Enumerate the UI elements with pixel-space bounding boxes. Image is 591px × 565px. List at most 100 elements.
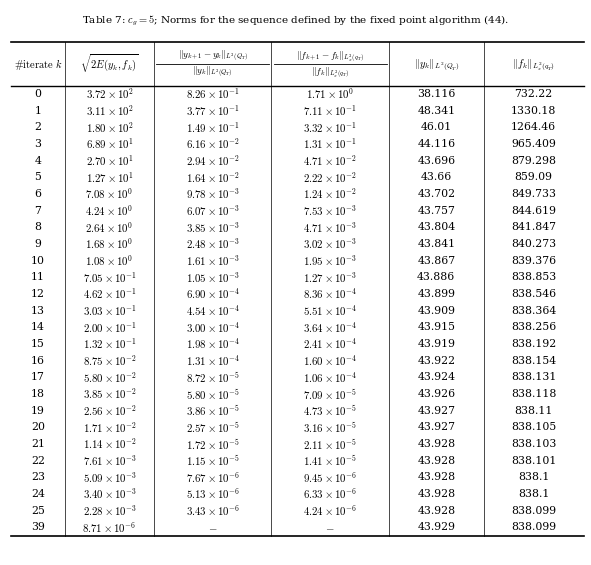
Text: 838.105: 838.105	[511, 423, 556, 432]
Text: 17: 17	[31, 372, 45, 383]
Text: 43.841: 43.841	[417, 239, 455, 249]
Text: $3.32 \times 10^{-1}$: $3.32 \times 10^{-1}$	[303, 120, 357, 134]
Text: $2.70 \times 10^1$: $2.70 \times 10^1$	[86, 154, 134, 168]
Text: 43.919: 43.919	[417, 339, 455, 349]
Text: 43.928: 43.928	[417, 472, 455, 483]
Text: $7.53 \times 10^{-3}$: $7.53 \times 10^{-3}$	[303, 203, 357, 218]
Text: $1.08 \times 10^0$: $1.08 \times 10^0$	[86, 254, 134, 268]
Text: $\|y_k\|_{L^2(Q_T)}$: $\|y_k\|_{L^2(Q_T)}$	[193, 64, 233, 80]
Text: 43.867: 43.867	[417, 256, 455, 266]
Text: $1.64 \times 10^{-2}$: $1.64 \times 10^{-2}$	[186, 170, 240, 185]
Text: $1.61 \times 10^{-3}$: $1.61 \times 10^{-3}$	[186, 254, 240, 268]
Text: 38.116: 38.116	[417, 89, 456, 99]
Text: 3: 3	[34, 139, 41, 149]
Text: 23: 23	[31, 472, 45, 483]
Text: 18: 18	[31, 389, 45, 399]
Text: 21: 21	[31, 439, 45, 449]
Text: 43.696: 43.696	[417, 156, 455, 166]
Text: $7.05 \times 10^{-1}$: $7.05 \times 10^{-1}$	[83, 270, 137, 285]
Text: 838.546: 838.546	[511, 289, 556, 299]
Text: 838.11: 838.11	[515, 406, 553, 416]
Text: $3.43 \times 10^{-6}$: $3.43 \times 10^{-6}$	[186, 503, 240, 518]
Text: $3.64 \times 10^{-4}$: $3.64 \times 10^{-4}$	[303, 320, 358, 334]
Text: 43.926: 43.926	[417, 389, 455, 399]
Text: $1.72 \times 10^{-5}$: $1.72 \times 10^{-5}$	[186, 437, 240, 451]
Text: 20: 20	[31, 423, 45, 432]
Text: $1.41 \times 10^{-5}$: $1.41 \times 10^{-5}$	[303, 453, 357, 468]
Text: 7: 7	[34, 206, 41, 216]
Text: $5.51 \times 10^{-4}$: $5.51 \times 10^{-4}$	[303, 303, 358, 318]
Text: $1.15 \times 10^{-5}$: $1.15 \times 10^{-5}$	[186, 453, 240, 468]
Text: $3.03 \times 10^{-1}$: $3.03 \times 10^{-1}$	[83, 303, 137, 318]
Text: $1.49 \times 10^{-1}$: $1.49 \times 10^{-1}$	[186, 120, 240, 134]
Text: 5: 5	[34, 172, 41, 182]
Text: $4.62 \times 10^{-1}$: $4.62 \times 10^{-1}$	[83, 287, 137, 301]
Text: 2: 2	[34, 123, 41, 132]
Text: $\|f_k\|_{L^2_x(q_T)}$: $\|f_k\|_{L^2_x(q_T)}$	[512, 56, 556, 72]
Text: 43.757: 43.757	[417, 206, 455, 216]
Text: $3.16 \times 10^{-5}$: $3.16 \times 10^{-5}$	[303, 420, 357, 435]
Text: 24: 24	[31, 489, 45, 499]
Text: $1.27 \times 10^1$: $1.27 \times 10^1$	[86, 170, 134, 185]
Text: 16: 16	[31, 356, 45, 366]
Text: $\|f_k\|_{L^2_x(q_T)}$: $\|f_k\|_{L^2_x(q_T)}$	[311, 64, 349, 80]
Text: 838.256: 838.256	[511, 323, 556, 332]
Text: 10: 10	[31, 256, 45, 266]
Text: 43.899: 43.899	[417, 289, 455, 299]
Text: 43.702: 43.702	[417, 189, 455, 199]
Text: $1.31 \times 10^{-4}$: $1.31 \times 10^{-4}$	[186, 354, 240, 368]
Text: $2.28 \times 10^{-3}$: $2.28 \times 10^{-3}$	[83, 503, 137, 518]
Text: $9.78 \times 10^{-3}$: $9.78 \times 10^{-3}$	[186, 187, 240, 201]
Text: 43.928: 43.928	[417, 456, 455, 466]
Text: $5.80 \times 10^{-5}$: $5.80 \times 10^{-5}$	[186, 386, 240, 402]
Text: $7.61 \times 10^{-3}$: $7.61 \times 10^{-3}$	[83, 454, 137, 468]
Text: $6.89 \times 10^1$: $6.89 \times 10^1$	[86, 137, 134, 151]
Text: $\|f_{k+1}-f_k\|_{L^2_x(q_T)}$: $\|f_{k+1}-f_k\|_{L^2_x(q_T)}$	[296, 49, 364, 63]
Text: $2.94 \times 10^{-2}$: $2.94 \times 10^{-2}$	[186, 154, 240, 168]
Text: $7.11 \times 10^{-1}$: $7.11 \times 10^{-1}$	[303, 103, 357, 118]
Text: $3.40 \times 10^{-3}$: $3.40 \times 10^{-3}$	[83, 487, 137, 501]
Text: 838.1: 838.1	[518, 472, 550, 483]
Text: $1.95 \times 10^{-3}$: $1.95 \times 10^{-3}$	[303, 254, 357, 268]
Text: $2.56 \times 10^{-2}$: $2.56 \times 10^{-2}$	[83, 403, 137, 418]
Text: 12: 12	[31, 289, 45, 299]
Text: $6.16 \times 10^{-2}$: $6.16 \times 10^{-2}$	[186, 137, 240, 151]
Text: $5.80 \times 10^{-2}$: $5.80 \times 10^{-2}$	[83, 370, 137, 385]
Text: $4.71 \times 10^{-2}$: $4.71 \times 10^{-2}$	[303, 154, 357, 168]
Text: 849.733: 849.733	[511, 189, 556, 199]
Text: $2.22 \times 10^{-2}$: $2.22 \times 10^{-2}$	[303, 170, 357, 185]
Text: 15: 15	[31, 339, 45, 349]
Text: 43.66: 43.66	[421, 172, 452, 182]
Text: $2.11 \times 10^{-5}$: $2.11 \times 10^{-5}$	[303, 437, 357, 451]
Text: 48.341: 48.341	[417, 106, 455, 116]
Text: 46.01: 46.01	[421, 123, 452, 132]
Text: 838.131: 838.131	[511, 372, 557, 383]
Text: 0: 0	[34, 89, 41, 99]
Text: $9.45 \times 10^{-6}$: $9.45 \times 10^{-6}$	[303, 470, 358, 485]
Text: 838.1: 838.1	[518, 489, 550, 499]
Text: $2.57 \times 10^{-5}$: $2.57 \times 10^{-5}$	[186, 420, 240, 435]
Text: 838.103: 838.103	[511, 439, 557, 449]
Text: $7.08 \times 10^0$: $7.08 \times 10^0$	[86, 187, 134, 201]
Text: 44.116: 44.116	[417, 139, 455, 149]
Text: 43.928: 43.928	[417, 439, 455, 449]
Text: $1.98 \times 10^{-4}$: $1.98 \times 10^{-4}$	[186, 337, 240, 351]
Text: 838.364: 838.364	[511, 306, 556, 316]
Text: 1330.18: 1330.18	[511, 106, 557, 116]
Text: $8.72 \times 10^{-5}$: $8.72 \times 10^{-5}$	[186, 370, 240, 385]
Text: $1.80 \times 10^2$: $1.80 \times 10^2$	[86, 120, 134, 134]
Text: 19: 19	[31, 406, 45, 416]
Text: $1.05 \times 10^{-3}$: $1.05 \times 10^{-3}$	[186, 270, 240, 285]
Text: 4: 4	[34, 156, 41, 166]
Text: $1.60 \times 10^{-4}$: $1.60 \times 10^{-4}$	[303, 354, 358, 368]
Text: $1.31 \times 10^{-1}$: $1.31 \times 10^{-1}$	[303, 137, 357, 151]
Text: 838.101: 838.101	[511, 456, 557, 466]
Text: $7.09 \times 10^{-5}$: $7.09 \times 10^{-5}$	[303, 386, 357, 402]
Text: $4.54 \times 10^{-4}$: $4.54 \times 10^{-4}$	[186, 303, 240, 318]
Text: $3.85 \times 10^{-3}$: $3.85 \times 10^{-3}$	[186, 220, 240, 234]
Text: $2.41 \times 10^{-4}$: $2.41 \times 10^{-4}$	[303, 337, 358, 351]
Text: 43.804: 43.804	[417, 223, 455, 232]
Text: $4.71 \times 10^{-3}$: $4.71 \times 10^{-3}$	[303, 220, 357, 234]
Text: 9: 9	[34, 239, 41, 249]
Text: 43.915: 43.915	[417, 323, 455, 332]
